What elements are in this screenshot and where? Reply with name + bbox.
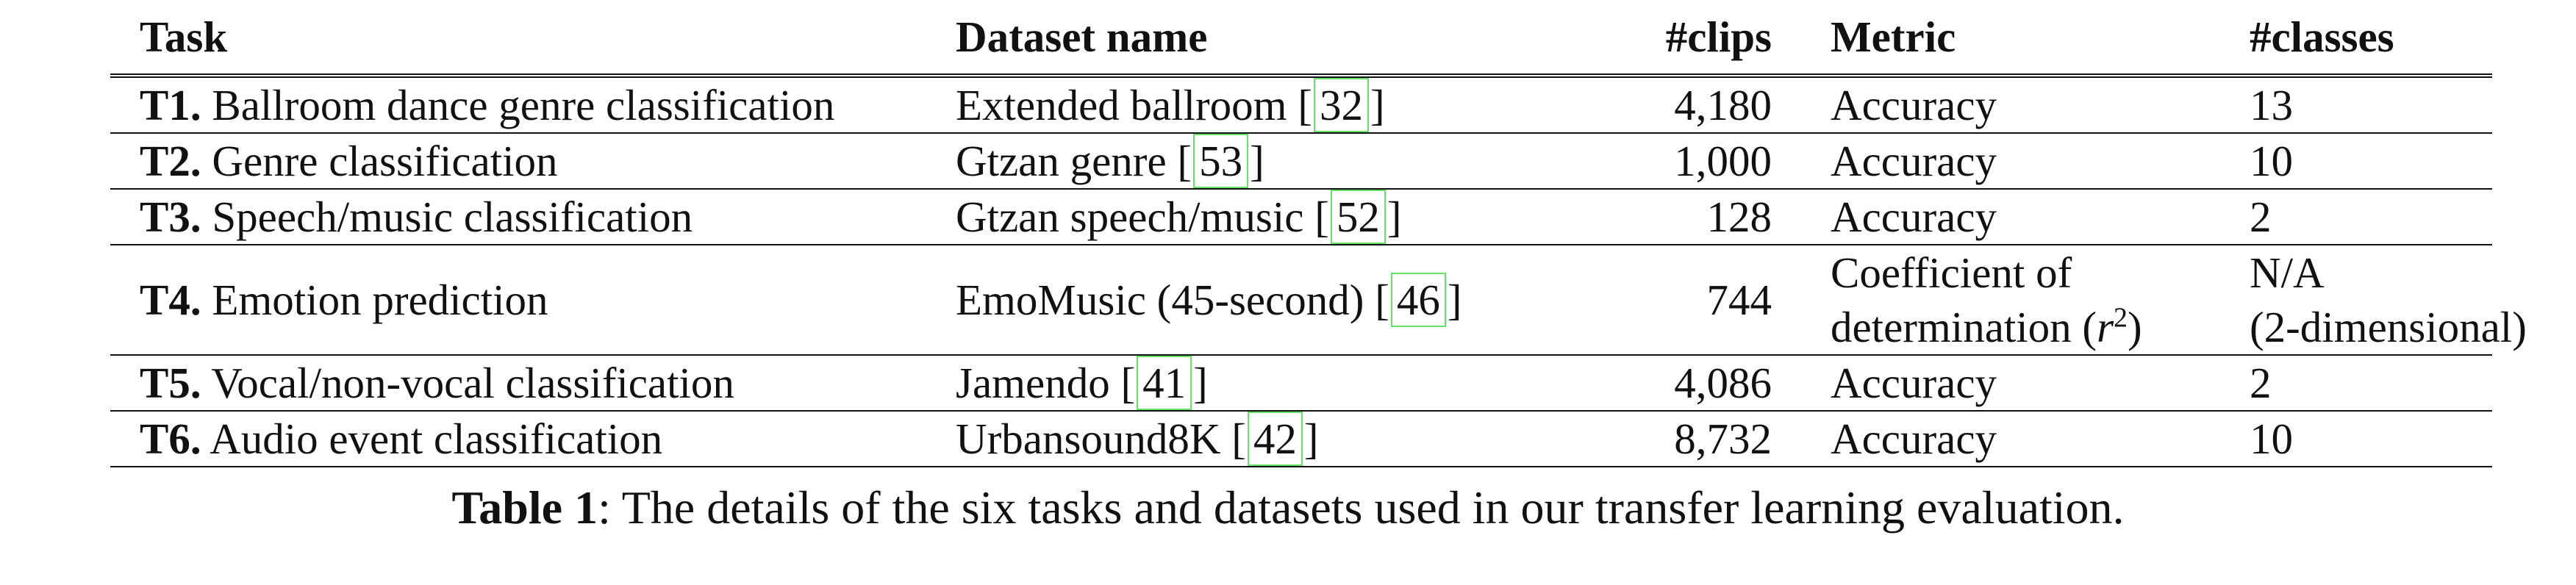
metric-symbol: r: [2097, 303, 2114, 351]
metric-close-paren: ): [2128, 303, 2142, 351]
metric-superscript: 2: [2114, 302, 2128, 334]
task-name: Genre classification: [212, 137, 558, 185]
classes-line-2: (2-dimensional): [2250, 303, 2527, 351]
metric-line-2: determination (: [1831, 303, 2097, 351]
task-id: T3.: [140, 193, 201, 241]
table-row: T4. Emotion prediction EmoMusic (45-secon…: [110, 245, 2527, 355]
header-dataset-name: Dataset name: [956, 12, 1208, 61]
caption-text: : The details of the six tasks and datas…: [598, 481, 2125, 534]
task-name: Emotion prediction: [212, 276, 548, 324]
cell-task: T3. Speech/music classification: [110, 189, 956, 245]
cell-metric: Accuracy: [1831, 355, 2250, 411]
cell-dataset: Jamendo [41]: [956, 355, 1573, 411]
cell-classes: 2: [2250, 189, 2492, 245]
cell-dataset: Gtzan genre [53]: [956, 133, 1573, 189]
dataset-name: Urbansound8K: [956, 414, 1221, 463]
cell-metric: Accuracy: [1831, 133, 2250, 189]
cell-clips: 744: [1706, 276, 1772, 324]
cell-task: T4. Emotion prediction: [110, 245, 956, 355]
dataset-name: Gtzan genre: [956, 137, 1167, 185]
classes-value: 10: [2250, 137, 2293, 185]
cell-task: T6. Audio event classification: [110, 411, 956, 467]
task-id: T1.: [140, 81, 201, 129]
metric-line-1: Coefficient of: [1831, 248, 2072, 297]
table-row: T6. Audio event classification Urbansound…: [110, 411, 2492, 467]
classes-line-1: N/A: [2250, 248, 2325, 297]
cell-metric: Accuracy: [1831, 73, 2250, 133]
dataset-name: Extended ballroom: [956, 81, 1287, 129]
cell-task: T2. Genre classification: [110, 133, 956, 189]
dataset-name: Gtzan speech/music: [956, 193, 1304, 241]
cell-clips: 128: [1706, 193, 1772, 241]
header-task: Task: [140, 12, 228, 61]
cell-metric: Accuracy: [1831, 411, 2250, 467]
table-header-row: Task Dataset name #clips Metric #classes: [110, 0, 2492, 76]
table-row: T5. Vocal/non-vocal classification Jamend…: [110, 355, 2492, 411]
cell-task: T1. Ballroom dance genre classification: [110, 73, 956, 133]
cell-task: T5. Vocal/non-vocal classification: [110, 355, 956, 411]
cell-clips: 4,086: [1674, 359, 1772, 407]
cell-clips: 8,732: [1573, 411, 1831, 467]
task-id: T6.: [140, 414, 201, 463]
table-row: T1. Ballroom dance genre classification E…: [110, 73, 2492, 133]
table-row: T2. Genre classification Gtzan genre [53]…: [110, 133, 2492, 189]
cell-classes: 10: [2250, 411, 2492, 467]
classes-value: 13: [2250, 81, 2293, 129]
header-clips: #clips: [1665, 12, 1772, 61]
task-id: T5.: [140, 359, 201, 407]
dataset-name: EmoMusic (45-second): [956, 276, 1364, 324]
table-row: T3. Speech/music classification Gtzan spe…: [110, 189, 2492, 245]
classes-value: 2: [2250, 193, 2272, 241]
tasks-datasets-table: Task Dataset name #clips Metric #classes…: [110, 0, 2527, 467]
task-name: Ballroom dance genre classification: [212, 81, 835, 129]
metric-value: Accuracy: [1831, 414, 1997, 463]
table-body: T1. Ballroom dance genre classification E…: [110, 73, 2527, 467]
citation-link[interactable]: 52: [1330, 190, 1386, 244]
cell-metric: Accuracy: [1831, 189, 2250, 245]
header-metric: Metric: [1831, 12, 1956, 61]
metric-value: Accuracy: [1831, 359, 1997, 407]
cell-classes: 10: [2250, 133, 2492, 189]
cell-dataset: EmoMusic (45-second) [46]: [956, 245, 1573, 355]
task-id: T4.: [140, 276, 201, 324]
metric-value: Accuracy: [1831, 81, 1997, 129]
cell-classes: 13: [2250, 73, 2492, 133]
header-classes: #classes: [2250, 12, 2394, 61]
task-name: Audio event classification: [210, 414, 663, 463]
details-table-container: Task Dataset name #clips Metric #classes…: [110, 0, 2527, 467]
classes-value: 10: [2250, 414, 2293, 463]
metric-value: Accuracy: [1831, 193, 1997, 241]
task-id: T2.: [140, 137, 201, 185]
cell-dataset: Urbansound8K [42]: [956, 411, 1573, 467]
cell-clips: 4,180: [1573, 73, 1831, 133]
task-name: Vocal/non-vocal classification: [211, 359, 734, 407]
cell-classes: 2: [2250, 355, 2492, 411]
cell-classes: N/A (2-dimensional): [2250, 245, 2527, 355]
cell-dataset: Gtzan speech/music [52]: [956, 189, 1573, 245]
dataset-name: Jamendo: [956, 359, 1110, 407]
caption-label: Table 1: [451, 481, 598, 534]
table-caption: Table 1: The details of the six tasks an…: [0, 475, 2576, 541]
citation-link[interactable]: 32: [1313, 78, 1369, 132]
citation-link[interactable]: 46: [1390, 273, 1446, 327]
cell-metric: Coefficient of determination (r2): [1831, 245, 2250, 355]
citation-link[interactable]: 42: [1247, 412, 1303, 466]
cell-dataset: Extended ballroom [32]: [956, 73, 1573, 133]
cell-clips: 1,000: [1674, 137, 1772, 185]
task-name: Speech/music classification: [212, 193, 693, 241]
citation-link[interactable]: 41: [1137, 356, 1192, 410]
classes-value: 2: [2250, 359, 2272, 407]
citation-link[interactable]: 53: [1193, 134, 1249, 188]
metric-value: Accuracy: [1831, 137, 1997, 185]
